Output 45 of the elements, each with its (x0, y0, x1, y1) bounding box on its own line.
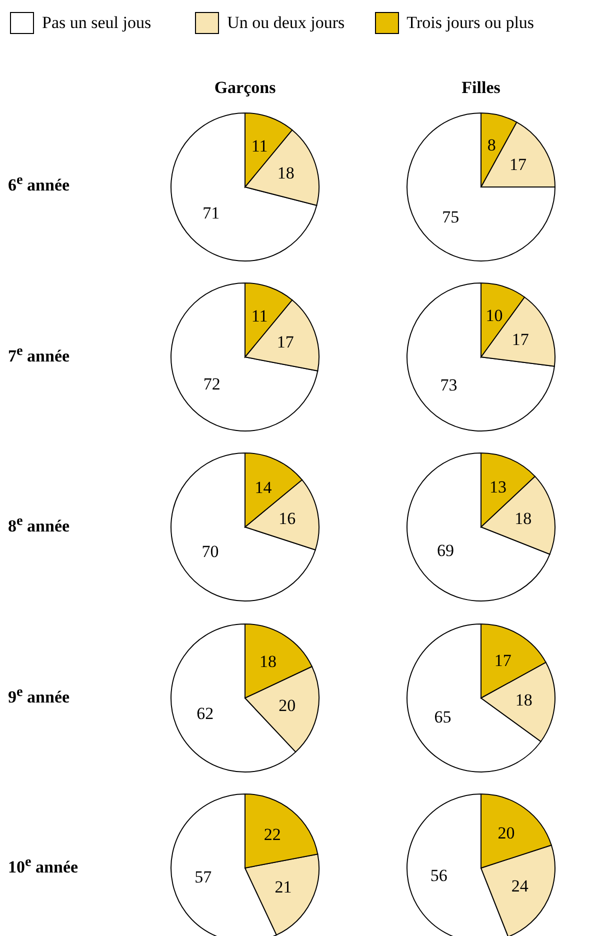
pie-slice (170, 282, 318, 431)
data-label: 75 (442, 207, 460, 226)
legend-label: Pas un seul jous (42, 13, 152, 33)
data-label: 11 (251, 136, 268, 156)
data-label: 11 (251, 306, 268, 326)
data-label: 18 (515, 690, 532, 710)
data-label: 13 (490, 478, 507, 497)
data-label: 17 (276, 332, 294, 351)
data-label: 18 (514, 508, 532, 528)
data-label: 65 (434, 706, 452, 726)
legend-label: Un ou deux jours (227, 13, 345, 33)
data-label: 10 (486, 306, 503, 325)
data-label: 18 (277, 164, 294, 183)
text: 10$^{e}$ année (8, 854, 78, 878)
pie-slice (170, 112, 318, 262)
data-label: 16 (278, 508, 296, 528)
pie-slice (406, 112, 556, 262)
data-label: 8 (487, 135, 496, 154)
pie-slice (406, 282, 555, 431)
text: 9$^{e}$ année (8, 684, 70, 708)
pie-slice (170, 452, 316, 602)
data-label: 71 (202, 203, 220, 222)
data-label: 14 (254, 478, 272, 498)
data-label: 17 (494, 650, 512, 670)
data-label: 57 (194, 867, 212, 886)
data-label: 17 (512, 329, 530, 348)
data-label: 69 (437, 541, 454, 560)
data-label: 17 (509, 155, 527, 174)
data-label: 21 (274, 877, 292, 896)
data-label: 22 (264, 824, 281, 844)
data-label: 24 (511, 876, 529, 896)
data-label: 56 (430, 866, 448, 886)
data-label: 20 (278, 696, 296, 715)
legend-label: Trois jours ou plus (406, 13, 534, 33)
data-label: 72 (203, 374, 220, 393)
data-label: 62 (196, 703, 214, 722)
data-label: 73 (440, 374, 458, 394)
data-label: 18 (260, 651, 276, 670)
data-label: 70 (202, 542, 219, 562)
text: 6$^{e}$ année (8, 172, 70, 196)
text: 7$^{e}$ année (8, 342, 70, 366)
text: Garçons (214, 78, 276, 97)
data-label: 20 (498, 823, 515, 842)
text: 8$^{e}$ année (8, 513, 70, 537)
chart-title: Filles (462, 78, 501, 97)
